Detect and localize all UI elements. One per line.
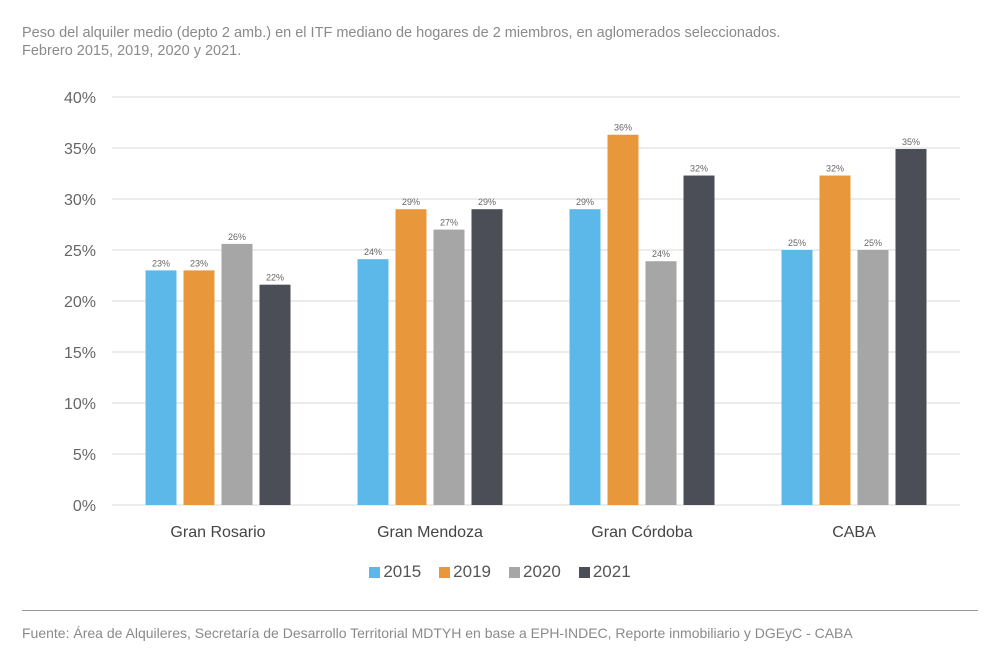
chart-title-line-1: Peso del alquiler medio (depto 2 amb.) e… xyxy=(22,25,781,41)
data-label: 27% xyxy=(440,218,458,228)
data-label: 24% xyxy=(364,247,382,257)
data-label: 22% xyxy=(266,273,284,283)
bar-2021 xyxy=(259,284,291,505)
bar-2021 xyxy=(471,209,503,505)
data-label: 29% xyxy=(576,197,594,207)
bar-2019 xyxy=(819,175,851,506)
bar-2015 xyxy=(357,259,389,505)
data-label: 29% xyxy=(478,197,496,207)
legend-item-2020: 2020 xyxy=(509,562,561,582)
y-tick-label: 35% xyxy=(64,141,96,158)
legend-swatch xyxy=(509,566,520,578)
legend-item-2021: 2021 xyxy=(578,562,631,582)
y-tick-label: 10% xyxy=(64,396,96,413)
bar-chart: 0% 5% 10% 15% 20% 25% 30% 35% 40% 23% 23% 26% 22% Gra… xyxy=(64,90,960,541)
data-label: 32% xyxy=(826,164,844,174)
chart-legend: 2015 2019 2020 2021 xyxy=(0,562,1000,582)
y-tick-label: 5% xyxy=(73,447,96,464)
bar-2015 xyxy=(781,250,813,505)
data-label: 23% xyxy=(152,258,170,268)
x-tick-label: Gran Córdoba xyxy=(591,524,692,541)
data-label: 29% xyxy=(402,197,420,207)
y-tick-label: 30% xyxy=(64,192,96,209)
data-label: 26% xyxy=(228,232,246,242)
x-tick-label: Gran Mendoza xyxy=(377,524,483,541)
legend-label: 2021 xyxy=(592,562,631,581)
bar-2015 xyxy=(145,270,177,505)
legend-item-2015: 2015 xyxy=(369,562,421,582)
data-label: 24% xyxy=(652,249,670,259)
source-divider xyxy=(22,610,978,611)
legend-swatch xyxy=(578,566,590,578)
y-tick-label: 20% xyxy=(64,294,96,311)
bar-2015 xyxy=(569,209,601,505)
legend-swatch xyxy=(439,566,451,578)
legend-item-2019: 2019 xyxy=(439,562,491,582)
source-note: Fuente: Área de Alquileres, Secretaría d… xyxy=(22,625,853,641)
x-tick-label: Gran Rosario xyxy=(170,524,265,541)
bar-2019 xyxy=(183,270,215,505)
y-tick-label: 15% xyxy=(64,345,96,362)
bar-2020 xyxy=(433,229,465,505)
y-tick-label: 40% xyxy=(64,90,96,107)
bar-2020 xyxy=(221,243,253,505)
data-label: 36% xyxy=(614,123,632,133)
legend-swatch xyxy=(369,566,381,578)
bar-2021 xyxy=(895,149,927,505)
bar-2021 xyxy=(683,175,715,506)
data-label: 35% xyxy=(902,137,920,147)
data-label: 23% xyxy=(190,258,208,268)
bar-2020 xyxy=(645,261,677,505)
data-label: 25% xyxy=(788,238,806,248)
y-tick-label: 25% xyxy=(64,243,96,260)
legend-label: 2019 xyxy=(453,562,491,581)
bar-2019 xyxy=(607,134,639,506)
data-label: 32% xyxy=(690,164,708,174)
bar-2019 xyxy=(395,209,427,505)
legend-label: 2015 xyxy=(383,562,422,581)
y-tick-label: 0% xyxy=(73,498,96,515)
x-tick-label: CABA xyxy=(832,524,876,541)
bar-2020 xyxy=(857,250,889,505)
data-label: 25% xyxy=(864,238,882,248)
legend-label: 2020 xyxy=(523,562,561,581)
chart-title-line-2: Febrero 2015, 2019, 2020 y 2021. xyxy=(22,43,242,59)
chart-title: Peso del alquiler medio (depto 2 amb.) e… xyxy=(22,24,780,60)
